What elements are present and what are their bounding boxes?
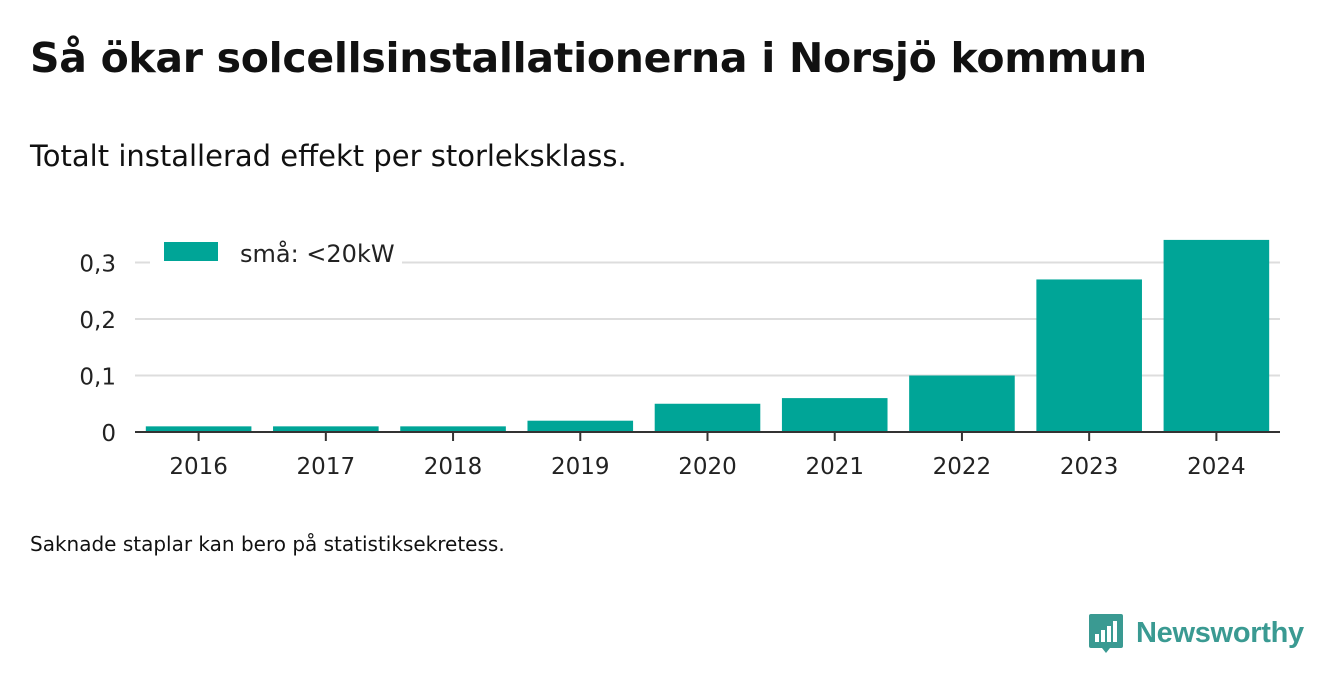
bar-2018 xyxy=(400,426,506,432)
bar-2016 xyxy=(145,426,252,432)
x-tick-label: 2016 xyxy=(169,454,228,480)
bar-chart: 00,10,20,3 2016 2017 2018 2019 2020 2021 2022 2… xyxy=(79,232,1280,480)
legend-swatch xyxy=(164,242,218,261)
newsworthy-logo-icon xyxy=(1089,614,1123,653)
x-tick-label: 2020 xyxy=(678,454,737,480)
x-tick-label: 2021 xyxy=(805,454,864,480)
chart-title: Så ökar solcellsinstallationerna i Norsj… xyxy=(30,34,1147,82)
x-axis-tick-labels: 2016 2017 2018 2019 2020 2021 2022 2023 2024 xyxy=(169,454,1245,480)
x-tick-label: 2023 xyxy=(1060,454,1119,480)
x-tick-label: 2017 xyxy=(297,454,356,480)
bar-2023 xyxy=(1036,279,1142,432)
bars xyxy=(145,239,1270,432)
bar-2017 xyxy=(273,426,379,432)
brand-name: Newsworthy xyxy=(1136,616,1304,649)
y-tick-label: 0,3 xyxy=(79,252,116,278)
y-tick-label: 0,1 xyxy=(79,365,116,391)
x-axis-ticks xyxy=(197,432,1218,441)
legend-label: små: <20kW xyxy=(240,239,395,268)
legend: små: <20kW xyxy=(150,232,402,272)
y-axis-tick-labels: 0 0,1 0,2 0,3 xyxy=(79,252,116,448)
x-tick-label: 2024 xyxy=(1187,454,1246,480)
bar-2024 xyxy=(1163,239,1270,432)
footnote: Saknade staplar kan bero på statistiksek… xyxy=(30,532,505,556)
chart-subtitle: Totalt installerad effekt per storlekskl… xyxy=(30,139,627,173)
bar-2019 xyxy=(527,420,634,432)
y-tick-label: 0 xyxy=(101,421,116,447)
brand[interactable]: Newsworthy xyxy=(1088,612,1304,654)
bar-2022 xyxy=(909,375,1015,432)
bar-2021 xyxy=(781,398,888,432)
x-tick-label: 2018 xyxy=(424,454,483,480)
x-tick-label: 2022 xyxy=(933,454,992,480)
bar-2020 xyxy=(654,403,761,432)
y-tick-label: 0,2 xyxy=(79,308,116,334)
x-tick-label: 2019 xyxy=(551,454,610,480)
